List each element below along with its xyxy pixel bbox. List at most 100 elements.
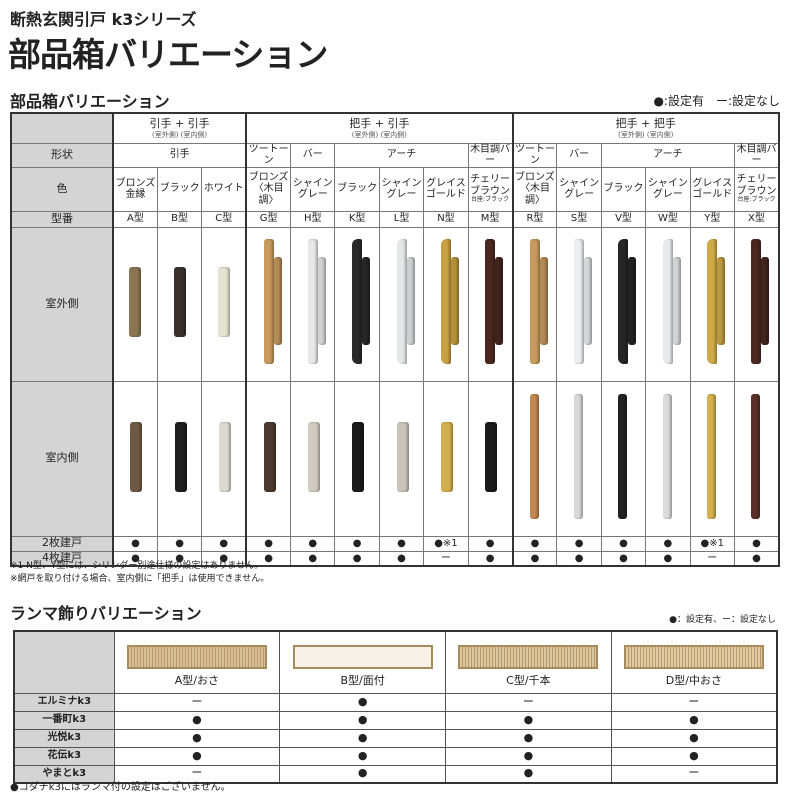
transom-type: C型/千本 bbox=[445, 630, 612, 694]
availability-mark: ● bbox=[113, 710, 281, 730]
two-door-mark: ● bbox=[290, 535, 336, 552]
transom-image bbox=[458, 644, 599, 669]
two-door-mark: ● bbox=[467, 535, 514, 552]
outside-handle bbox=[645, 226, 691, 382]
availability-mark: ● bbox=[113, 728, 281, 748]
table-row: エルミナk3 ー ● ーー bbox=[13, 692, 778, 712]
row-label: 4枚建戸 bbox=[10, 550, 114, 567]
table-row: やまとk3 ー ● ● ー bbox=[13, 764, 778, 784]
outside-handle bbox=[245, 226, 292, 382]
model-cell: B型 bbox=[156, 210, 203, 228]
handle-grip bbox=[584, 257, 593, 345]
handle-image bbox=[707, 393, 717, 519]
handle-image bbox=[751, 393, 761, 519]
inside-handle bbox=[201, 380, 247, 537]
model-cell: C型 bbox=[201, 210, 247, 228]
color-cell: シャイン グレー bbox=[645, 166, 691, 212]
two-door-mark: ● bbox=[111, 535, 158, 552]
product-name: エルミナk3 bbox=[13, 692, 115, 712]
four-door-mark: ● bbox=[334, 550, 380, 567]
shape-cell: ツートーン bbox=[245, 142, 292, 168]
inside-handle bbox=[645, 380, 691, 537]
availability-mark: ● bbox=[610, 728, 778, 748]
group-row: 引手 + 引手 (室外側) (室内側) 把手 + 引手 (室外側) (室内側) 把手… bbox=[10, 112, 780, 144]
note: ※網戸を取り付ける場合、室内側に「把手」は使用できません。 bbox=[10, 574, 270, 584]
outside-handle bbox=[423, 226, 469, 382]
color-cell: グレイス ゴールド bbox=[423, 166, 469, 212]
outside-row: 室外側 bbox=[10, 226, 780, 382]
four-door-mark: ー bbox=[689, 550, 735, 567]
model-cell: V型 bbox=[600, 210, 647, 228]
availability-mark: ● bbox=[279, 710, 446, 730]
handle-image bbox=[707, 239, 718, 364]
transom-header-row: A型/おさ B型/面付 C型/千本 D型/中おさ bbox=[13, 630, 778, 694]
handle-grip bbox=[761, 257, 770, 345]
handle-image bbox=[396, 239, 407, 364]
availability-mark: ● bbox=[445, 710, 612, 730]
shape-cell: アーチ bbox=[600, 142, 735, 168]
shape-cell: 木目調バー bbox=[733, 142, 780, 168]
transom-type: B型/面付 bbox=[279, 630, 446, 694]
availability-mark: ー bbox=[445, 692, 612, 712]
outside-handle bbox=[511, 226, 558, 382]
handle-image bbox=[618, 393, 628, 519]
corner-cell bbox=[13, 630, 115, 694]
inside-handle bbox=[290, 380, 336, 537]
four-door-mark: ● bbox=[378, 550, 425, 567]
inside-handle bbox=[511, 380, 558, 537]
model-cell: A型 bbox=[111, 210, 158, 228]
handle-grip bbox=[717, 257, 726, 345]
group-cell: 把手 + 引手 (室外側) (室内側) bbox=[245, 112, 514, 144]
page-title: 部品箱バリエーション bbox=[8, 35, 328, 74]
shape-cell: バー bbox=[556, 142, 602, 168]
handle-image bbox=[307, 421, 320, 492]
two-door-mark: ●※1 bbox=[423, 535, 469, 552]
color-cell: ホワイト bbox=[201, 166, 247, 212]
color-cell: シャイン グレー bbox=[556, 166, 602, 212]
model-cell: G型 bbox=[245, 210, 292, 228]
outside-handle bbox=[334, 226, 380, 382]
four-door-mark: ● bbox=[645, 550, 691, 567]
handle-image bbox=[440, 239, 451, 364]
four-door-mark: ● bbox=[600, 550, 647, 567]
handle-image bbox=[440, 421, 453, 492]
handle-image bbox=[485, 239, 496, 364]
transom-image bbox=[126, 644, 267, 669]
availability-mark: ● bbox=[610, 710, 778, 730]
series-title: 断熱玄関引戸 k3シリーズ bbox=[10, 10, 197, 29]
handle-image bbox=[396, 421, 409, 492]
availability-mark: ● bbox=[279, 746, 446, 766]
handle-image bbox=[751, 239, 762, 364]
color-row: 色ブロンズ 金縁 ブラック ホワイト ブロンズ 〈木目調〉 シャイン グレー ブラック シャ… bbox=[10, 166, 780, 212]
handle-image bbox=[129, 267, 142, 337]
four-door-mark: ● bbox=[290, 550, 336, 567]
model-cell: W型 bbox=[645, 210, 691, 228]
outside-handle bbox=[467, 226, 514, 382]
color-cell: シャイン グレー bbox=[378, 166, 425, 212]
four-door-mark: ● bbox=[156, 550, 203, 567]
row-label: 形状 bbox=[10, 142, 114, 168]
color-cell: ブラック bbox=[600, 166, 647, 212]
four-door-mark: ● bbox=[467, 550, 514, 567]
color-cell: ブロンズ 〈木目調〉 bbox=[511, 166, 558, 212]
row-label: 室外側 bbox=[10, 226, 114, 382]
two-door-row: 2枚建戸 ● ● ● ● ● ● ● ●※1 ● ● ● ● ● ●※1 ● bbox=[10, 535, 780, 552]
availability-mark: ● bbox=[279, 764, 446, 784]
transom-variation-table: A型/おさ B型/面付 C型/千本 D型/中おさ エルミナk3 ー ● ーー一番町k3 ● ● ●… bbox=[13, 630, 778, 784]
availability-mark: ー bbox=[610, 764, 778, 784]
handle-image bbox=[529, 393, 539, 519]
handle-grip bbox=[450, 257, 459, 345]
row-label: 色 bbox=[10, 166, 114, 212]
group-cell: 把手 + 把手 (室外側) (室内側) bbox=[511, 112, 780, 144]
two-door-mark: ● bbox=[511, 535, 558, 552]
handle-image bbox=[662, 393, 672, 519]
handle-image bbox=[574, 239, 585, 364]
legend: ●：設定有、ー：設定なし bbox=[669, 615, 776, 625]
outside-handle bbox=[733, 226, 780, 382]
model-cell: N型 bbox=[423, 210, 469, 228]
table-row: 光悦k3 ● ● ● ● bbox=[13, 728, 778, 748]
outside-handle bbox=[556, 226, 602, 382]
handle-image bbox=[130, 421, 143, 492]
handle-image bbox=[529, 239, 540, 364]
inside-row: 室内側 bbox=[10, 380, 780, 537]
